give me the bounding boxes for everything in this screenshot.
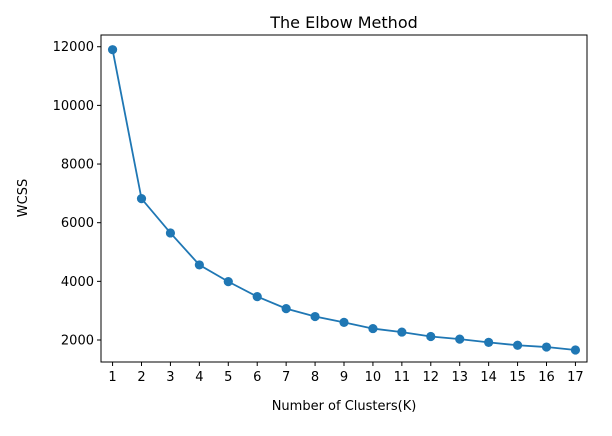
x-tick-label: 3 — [166, 370, 174, 385]
x-tick-label: 9 — [340, 370, 348, 385]
data-point-k15 — [512, 340, 523, 350]
x-tick-label: 10 — [365, 370, 382, 385]
x-tick-label: 14 — [480, 370, 497, 385]
x-tick-label: 13 — [451, 370, 468, 385]
y-axis-label: WCSS — [16, 179, 31, 217]
x-tick-label: 16 — [538, 370, 555, 385]
data-point-k6 — [252, 292, 262, 302]
y-tick-label: 12000 — [53, 40, 94, 55]
x-tick-label: 2 — [137, 370, 145, 385]
x-tick-label: 11 — [394, 370, 411, 385]
data-point-k13 — [455, 334, 465, 344]
x-tick-label: 5 — [224, 370, 232, 385]
data-point-k12 — [426, 331, 436, 342]
series-layer — [107, 45, 581, 355]
data-point-k17 — [570, 345, 581, 355]
data-point-k8 — [310, 311, 320, 322]
x-axis-label: Number of Clusters(K) — [272, 399, 417, 414]
x-tick-label: 12 — [423, 370, 440, 385]
x-tick-label: 4 — [195, 370, 203, 385]
x-tick-label: 8 — [311, 370, 319, 385]
x-tick-label: 7 — [282, 370, 290, 385]
data-point-k1 — [107, 45, 118, 55]
x-tick-label: 1 — [108, 370, 116, 385]
data-point-k2 — [136, 194, 147, 204]
data-point-k4 — [194, 260, 204, 270]
data-point-k10 — [368, 323, 378, 334]
data-point-k11 — [397, 327, 407, 337]
x-tick-label: 15 — [509, 370, 526, 385]
x-tick-label: 17 — [567, 370, 584, 385]
x-tick-label: 6 — [253, 370, 261, 385]
chart-title: The Elbow Method — [269, 13, 418, 32]
y-tick-label: 4000 — [61, 275, 94, 290]
y-tick-label: 8000 — [61, 158, 94, 173]
x-axis: 1 2 3 4 5 6 7 8 9 10 11 12 13 14 15 16 17 — [108, 362, 584, 385]
plot-frame — [100, 34, 588, 363]
data-point-k9 — [339, 317, 349, 328]
series-line — [111, 49, 576, 351]
data-point-k16 — [541, 342, 552, 352]
data-point-k3 — [165, 228, 176, 238]
data-point-k5 — [223, 277, 233, 287]
data-point-k7 — [281, 304, 291, 314]
y-tick-label: 2000 — [61, 334, 94, 349]
data-point-k14 — [484, 337, 494, 347]
y-axis: 2000 4000 6000 8000 10000 12000 — [53, 40, 101, 349]
y-tick-label: 6000 — [61, 216, 94, 231]
y-tick-label: 10000 — [53, 99, 94, 114]
